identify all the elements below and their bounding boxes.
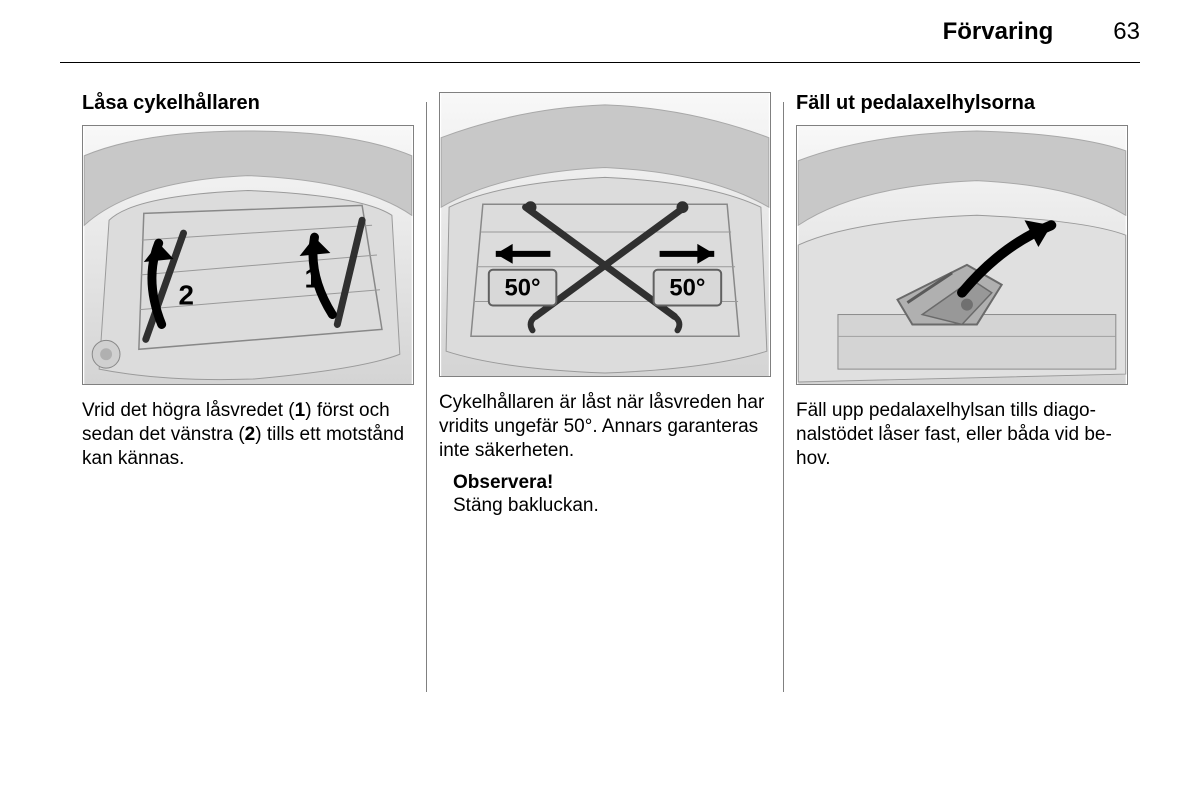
header-section-title: Förvaring bbox=[943, 18, 1054, 46]
header-rule bbox=[60, 62, 1140, 63]
content-columns: Låsa cykelhållaren bbox=[70, 92, 1140, 772]
column-left: Låsa cykelhållaren bbox=[70, 92, 426, 772]
left-illustration: 2 1 bbox=[82, 125, 414, 385]
left-paragraph: Vrid det högra låsvredet (1) först och s… bbox=[82, 399, 414, 470]
middle-illustration: 50° 50° bbox=[439, 92, 771, 377]
left-illus-label-1: 1 bbox=[305, 263, 320, 294]
column-right: Fäll ut pedalaxelhylsorna bbox=[784, 92, 1140, 772]
left-b2: 2 bbox=[245, 424, 256, 445]
right-illustration bbox=[796, 125, 1128, 385]
middle-note-label: Observera! bbox=[453, 472, 771, 494]
middle-note-body: Stäng bakluckan. bbox=[453, 494, 771, 518]
left-p1: Vrid det högra låsvredet ( bbox=[82, 400, 295, 421]
right-paragraph: Fäll upp pedalaxelhylsan tills diago­nal… bbox=[796, 399, 1128, 470]
left-illus-label-2: 2 bbox=[179, 280, 194, 311]
middle-illus-angle-left: 50° bbox=[505, 275, 541, 302]
left-heading: Låsa cykelhållaren bbox=[82, 92, 414, 115]
column-middle: 50° 50° Cykelhållaren är låst när låsvre… bbox=[427, 92, 783, 772]
left-b1: 1 bbox=[295, 400, 306, 421]
middle-paragraph: Cykelhållaren är låst när låsvreden har … bbox=[439, 391, 771, 462]
page-header: Förvaring 63 bbox=[943, 18, 1140, 46]
right-heading: Fäll ut pedalaxelhylsorna bbox=[796, 92, 1128, 115]
header-page-number: 63 bbox=[1113, 18, 1140, 46]
middle-illus-angle-right: 50° bbox=[669, 275, 705, 302]
